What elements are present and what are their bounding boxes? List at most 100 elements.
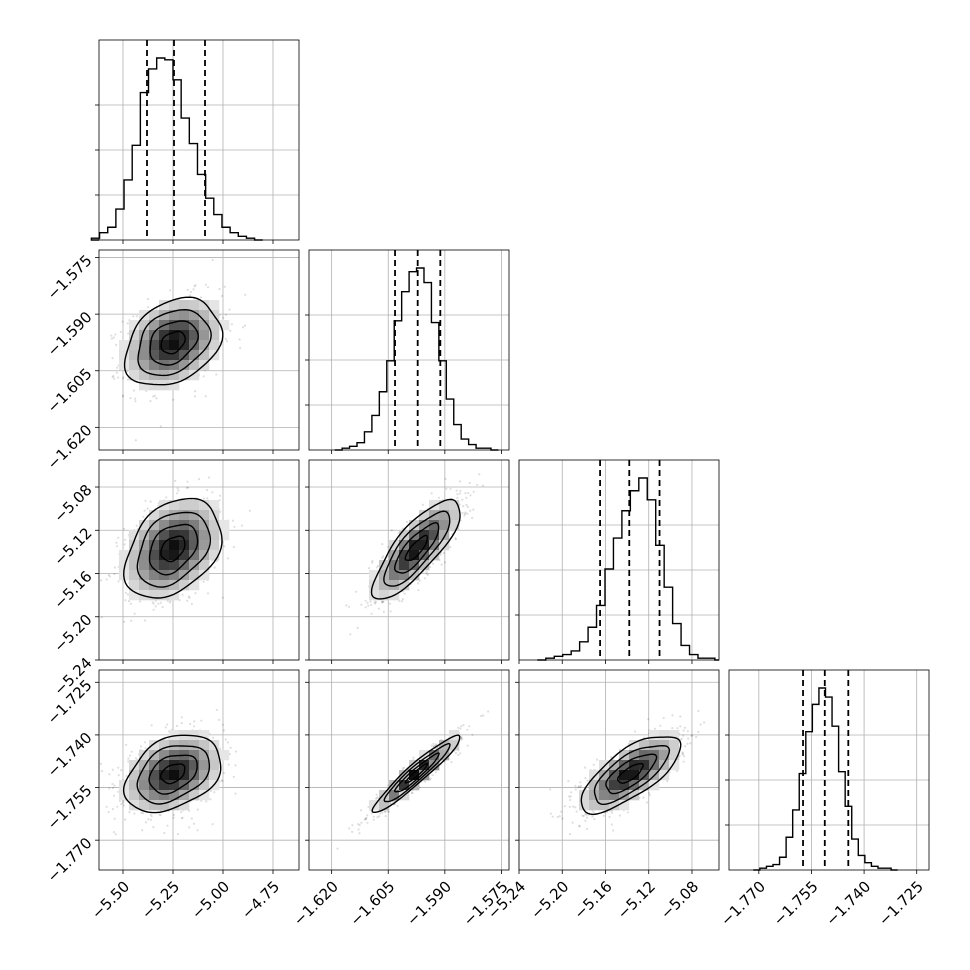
scatter-point [222, 316, 225, 319]
scatter-point [356, 626, 359, 630]
density-cell [199, 340, 210, 351]
density-cell [199, 330, 210, 341]
density-cell [199, 320, 210, 331]
scatter-point [463, 512, 466, 516]
scatter-point [357, 828, 360, 831]
density-cell [179, 550, 190, 561]
scatter-point [405, 520, 408, 524]
scatter-point [426, 573, 430, 577]
scatter-point [127, 332, 130, 335]
density-cell [209, 340, 220, 351]
scatter-point [381, 600, 384, 603]
scatter-point [412, 756, 415, 759]
scatter-point [206, 592, 210, 595]
scatter-point [466, 512, 469, 515]
density-cell [189, 540, 200, 551]
scatter-point [149, 813, 152, 816]
scatter-point [241, 326, 245, 329]
scatter-point [213, 791, 216, 794]
scatter-panel-3-1 [95, 459, 300, 664]
scatter-point [390, 529, 393, 532]
density-cell [129, 540, 140, 551]
scatter-point [113, 817, 116, 820]
density-cell [199, 300, 210, 311]
scatter-point [193, 720, 196, 723]
scatter-point [215, 560, 219, 563]
scatter-point [163, 831, 166, 835]
scatter-point [238, 338, 241, 341]
scatter-point [374, 601, 378, 604]
density-cell [149, 320, 160, 331]
scatter-point [129, 602, 132, 605]
scatter-point [223, 285, 226, 288]
density-cell [139, 380, 150, 391]
density-cell [159, 350, 170, 361]
scatter-point [150, 724, 153, 727]
density-cell [169, 580, 180, 591]
density-cell [449, 510, 460, 521]
scatter-point [224, 337, 227, 341]
density-cell [169, 370, 180, 381]
scatter-point [370, 603, 373, 607]
scatter-point [206, 488, 209, 492]
scatter-point [152, 395, 155, 398]
scatter-point [144, 821, 148, 824]
density-cell [189, 370, 200, 381]
density-cell [159, 510, 170, 521]
scatter-point [151, 601, 154, 604]
density-cell [189, 560, 200, 571]
scatter-point [454, 751, 458, 755]
scatter-point [135, 524, 138, 527]
scatter-point [563, 805, 566, 808]
scatter-point [142, 515, 145, 518]
scatter-point [386, 810, 389, 813]
scatter-point [176, 487, 179, 490]
scatter-point [243, 324, 247, 327]
scatter-point [443, 561, 446, 564]
density-cell [149, 540, 160, 551]
scatter-point [139, 745, 143, 748]
scatter-point [141, 829, 144, 832]
axes-frame [98, 249, 300, 451]
scatter-point [459, 492, 462, 495]
scatter-point [229, 746, 232, 750]
scatter-point [117, 536, 120, 539]
scatter-point [381, 811, 384, 814]
density-cell [129, 790, 140, 801]
density-cell [179, 350, 190, 361]
scatter-point [175, 492, 179, 495]
scatter-point [402, 766, 406, 769]
density-cell [159, 340, 170, 351]
scatter-point [417, 589, 420, 592]
scatter-point [100, 770, 103, 773]
scatter-point [371, 560, 374, 563]
scatter-point [130, 619, 133, 622]
scatter-point [431, 774, 434, 777]
density-cell [189, 550, 200, 561]
density-cell [159, 330, 170, 341]
density-cell [209, 530, 220, 541]
scatter-point [219, 510, 222, 513]
scatter-point [434, 771, 438, 774]
density-cell [159, 560, 170, 571]
scatter-point [234, 764, 237, 767]
scatter-point [181, 816, 184, 819]
density-cell [219, 530, 230, 541]
contour-line-3 [137, 308, 212, 377]
scatter-point [126, 322, 129, 325]
scatter-point [116, 366, 119, 369]
density-cell [169, 540, 180, 551]
scatter-point [234, 792, 237, 795]
scatter-point [381, 556, 384, 559]
density-cell [159, 790, 170, 801]
scatter-point [152, 608, 155, 611]
scatter-point [456, 496, 459, 499]
scatter-point [117, 774, 120, 777]
scatter-point [471, 516, 474, 520]
scatter-point [355, 590, 358, 593]
scatter-point [209, 798, 212, 801]
scatter-point [100, 579, 103, 582]
scatter-point [113, 784, 116, 787]
scatter-point [149, 500, 152, 503]
